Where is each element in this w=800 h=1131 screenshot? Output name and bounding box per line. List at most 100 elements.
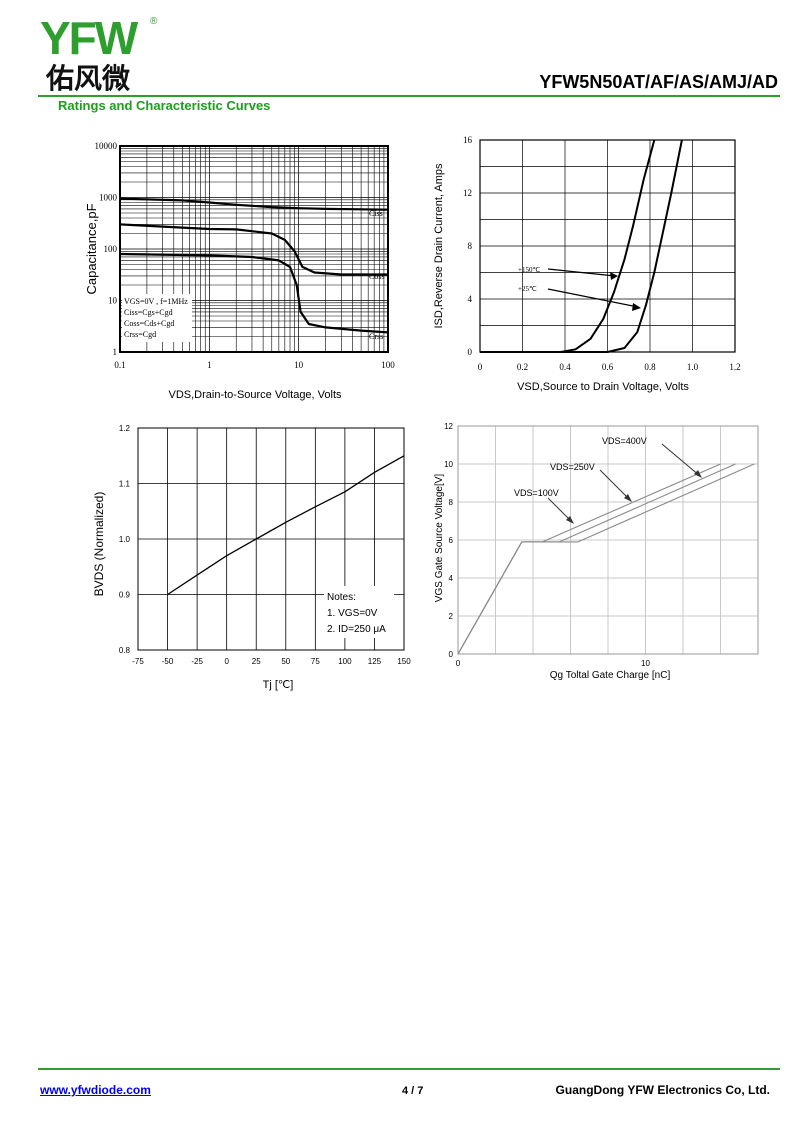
x-tick-label: 50 [281, 657, 290, 666]
logo-text: YFW [40, 12, 139, 64]
series-line-2 [119, 223, 388, 276]
header-divider [38, 95, 780, 97]
y-tick-label: 1000 [99, 193, 118, 203]
reverse-drain-current-chart: 0 0.2 0.4 0.6 0.8 1.0 1.2 0 4 8 12 16 +150℃ +25℃ VS… [433, 135, 741, 393]
y-tick-label: 1.0 [119, 535, 131, 544]
series-line-1 [480, 139, 656, 353]
y-tick-label: 1 [113, 347, 118, 357]
y-tick-label: 6 [449, 536, 454, 545]
x-axis-label: Tj [℃] [263, 679, 294, 691]
company-logo: YFW ® 佑风微 [40, 12, 158, 92]
x-tick-label: 1.0 [687, 362, 699, 372]
note-line: 2. ID=250 μA [327, 624, 386, 635]
note-line: Ciss=Cgs+Cgd [124, 308, 173, 317]
x-tick-label: 0.4 [559, 362, 571, 372]
annotation-arrowhead [632, 303, 641, 311]
series-line-3 [457, 463, 755, 655]
y-axis-label: BVDS (Normalized) [92, 492, 106, 597]
note-line: Notes: [327, 592, 356, 603]
x-tick-label: 10 [294, 360, 304, 370]
y-tick-label: 12 [444, 422, 453, 431]
y-tick-label: 0.8 [119, 646, 131, 655]
y-tick-label: 0 [449, 650, 454, 659]
section-title: Ratings and Characteristic Curves [58, 98, 271, 113]
y-tick-label: 1.1 [119, 480, 131, 489]
x-tick-label: 25 [252, 657, 261, 666]
part-number: YFW5N50AT/AF/AS/AMJ/AD [539, 72, 778, 92]
series-line-2 [457, 463, 736, 655]
annotation-arrow [599, 469, 631, 501]
x-axis-label: VSD,Source to Drain Voltage, Volts [517, 381, 689, 393]
x-tick-label: -50 [162, 657, 174, 666]
x-tick-label: 0 [224, 657, 229, 666]
annotation-arrowhead [566, 516, 574, 524]
series-label-400v: VDS=400V [602, 436, 647, 446]
y-axis-label: Capacitance,pF [84, 203, 99, 294]
x-tick-label: 0 [456, 659, 461, 668]
footer-website-link[interactable]: www.yfwdiode.com [40, 1083, 151, 1097]
annotation-arrow [547, 288, 639, 308]
annotation-arrow [547, 268, 616, 277]
x-tick-label: 100 [338, 657, 352, 666]
annotation-arrow [661, 443, 701, 477]
series-label-coss: Coss [369, 272, 385, 281]
y-tick-label: 8 [449, 498, 454, 507]
breakdown-voltage-chart: -75 -50 -25 0 25 50 75 100 125 150 0.8 0.9 1.0 1.1 1.2… [92, 424, 411, 691]
x-tick-label: 0.8 [644, 362, 656, 372]
x-tick-label: -75 [132, 657, 144, 666]
registered-mark: ® [150, 16, 158, 27]
y-tick-label: 100 [104, 244, 118, 254]
logo-chinese: 佑风微 [45, 62, 130, 92]
note-line: 1. VGS=0V [327, 608, 378, 619]
series-line-1 [167, 455, 405, 596]
x-tick-label: 0.2 [517, 362, 528, 372]
x-tick-label: 0 [478, 362, 483, 372]
note-line: Coss=Cds+Cgd [124, 319, 174, 328]
y-tick-label: 2 [449, 612, 454, 621]
series-line-3 [119, 252, 389, 334]
note-line: VGS=0V , f=1MHz [124, 297, 188, 306]
y-tick-label: 4 [449, 574, 454, 583]
plot-frame [457, 425, 759, 655]
series-label-crss: Crss [369, 332, 383, 341]
x-tick-label: 100 [381, 360, 395, 370]
x-tick-label: 75 [311, 657, 320, 666]
y-tick-label: 10 [444, 460, 453, 469]
y-tick-label: 4 [468, 294, 473, 304]
y-tick-label: 10000 [95, 141, 118, 151]
y-tick-label: 16 [463, 135, 473, 145]
page-number: 4 / 7 [402, 1085, 424, 1097]
x-tick-label: 125 [368, 657, 382, 666]
y-tick-label: 12 [463, 188, 472, 198]
notes-box [122, 294, 192, 342]
x-tick-label: 10 [641, 659, 650, 668]
y-tick-label: 1.2 [119, 424, 131, 433]
x-tick-label: 1.2 [729, 362, 740, 372]
annotation-arrowhead [694, 470, 702, 478]
series-label-ciss: Ciss [369, 209, 383, 218]
notes-box [324, 586, 394, 638]
x-tick-label: -25 [191, 657, 203, 666]
footer-divider [38, 1068, 780, 1070]
y-tick-label: 10 [108, 296, 118, 306]
series-line-2 [480, 139, 683, 353]
x-tick-label: 150 [397, 657, 411, 666]
plot-frame [119, 145, 389, 353]
y-tick-label: 0.9 [119, 591, 131, 600]
series-line-1 [457, 463, 721, 655]
x-tick-label: 0.1 [114, 360, 125, 370]
x-tick-label: 1 [207, 360, 212, 370]
series-label-150c: +150℃ [518, 266, 540, 274]
annotation-arrowhead [610, 272, 618, 280]
footer-company-name: GuangDong YFW Electronics Co, Ltd. [555, 1083, 770, 1097]
x-axis-label: Qg Toltal Gate Charge [nC] [550, 670, 671, 681]
y-axis-label: ISD,Reverse Drain Current, Amps [433, 163, 445, 329]
series-line-1 [119, 197, 389, 211]
y-tick-label: 0 [468, 347, 473, 357]
series-label-25c: +25℃ [518, 285, 537, 293]
plot-frame [137, 427, 405, 651]
series-label-250v: VDS=250V [550, 462, 595, 472]
x-tick-label: 0.6 [602, 362, 614, 372]
